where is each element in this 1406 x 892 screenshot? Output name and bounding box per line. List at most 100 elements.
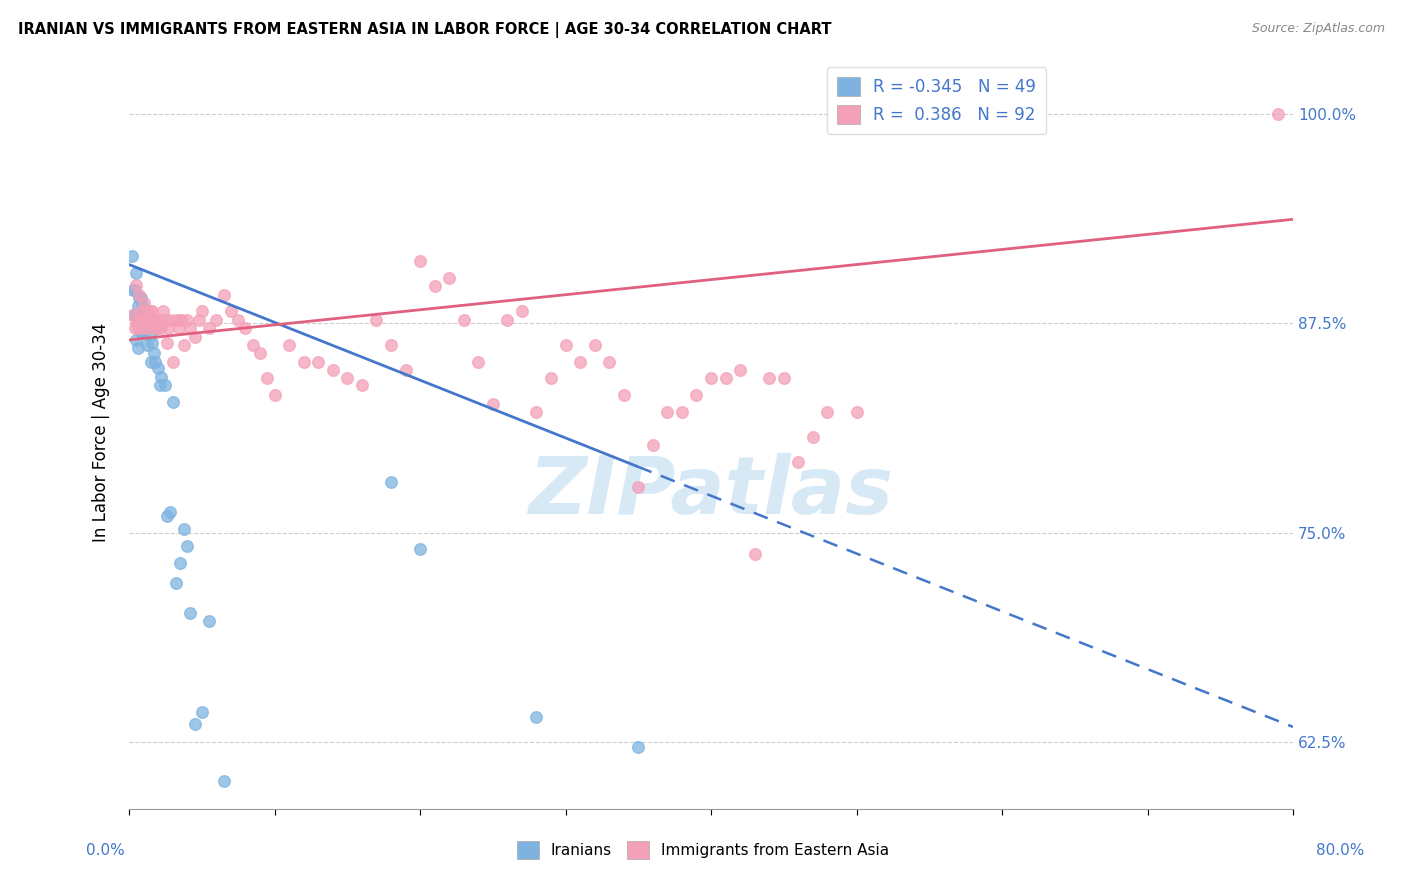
Point: [510, 304, 533, 318]
Point: [350, 378, 373, 392]
Point: [122, 283, 145, 297]
Text: IRANIAN VS IMMIGRANTS FROM EASTERN ASIA IN LABOR FORCE | AGE 30-34 CORRELATION C: IRANIAN VS IMMIGRANTS FROM EASTERN ASIA …: [18, 22, 832, 38]
Point: [125, 308, 148, 322]
Point: [125, 333, 148, 347]
Point: [307, 355, 329, 369]
Point: [141, 336, 163, 351]
Point: [128, 287, 150, 301]
Point: [139, 313, 162, 327]
Point: [121, 249, 143, 263]
Point: [136, 321, 159, 335]
Point: [170, 313, 193, 327]
Point: [671, 405, 693, 419]
Point: [437, 271, 460, 285]
Point: [173, 338, 195, 352]
Point: [155, 313, 177, 327]
Point: [136, 321, 159, 335]
Point: [226, 313, 249, 327]
Point: [165, 313, 187, 327]
Point: [143, 355, 166, 369]
Point: [159, 313, 181, 327]
Point: [728, 363, 751, 377]
Point: [278, 338, 301, 352]
Point: [145, 313, 167, 327]
Point: [141, 304, 163, 318]
Point: [127, 316, 149, 330]
Point: [152, 304, 174, 318]
Point: [134, 313, 156, 327]
Point: [758, 371, 780, 385]
Point: [263, 388, 285, 402]
Point: [191, 705, 214, 719]
Point: [127, 300, 149, 314]
Point: [409, 254, 432, 268]
Point: [173, 522, 195, 536]
Point: [129, 325, 152, 339]
Text: 0.0%: 0.0%: [86, 843, 125, 857]
Point: [138, 313, 160, 327]
Point: [139, 355, 162, 369]
Point: [155, 378, 177, 392]
Point: [423, 279, 446, 293]
Point: [598, 355, 620, 369]
Point: [380, 338, 402, 352]
Point: [156, 508, 179, 523]
Point: [496, 313, 519, 327]
Point: [249, 346, 271, 360]
Point: [132, 325, 155, 339]
Text: ZIPatlas: ZIPatlas: [529, 453, 894, 532]
Point: [242, 338, 264, 352]
Point: [131, 313, 153, 327]
Point: [179, 606, 201, 620]
Point: [132, 308, 155, 322]
Point: [845, 405, 868, 419]
Point: [148, 321, 170, 335]
Point: [135, 316, 157, 330]
Point: [292, 355, 315, 369]
Point: [128, 313, 150, 327]
Point: [124, 283, 146, 297]
Point: [787, 455, 810, 469]
Point: [801, 430, 824, 444]
Point: [322, 363, 344, 377]
Point: [198, 615, 221, 629]
Point: [162, 395, 184, 409]
Point: [453, 313, 475, 327]
Point: [125, 266, 148, 280]
Point: [183, 329, 205, 343]
Point: [169, 556, 191, 570]
Point: [198, 321, 221, 335]
Point: [583, 338, 606, 352]
Point: [394, 363, 416, 377]
Point: [772, 371, 794, 385]
Point: [132, 321, 155, 335]
Point: [627, 739, 650, 754]
Point: [135, 338, 157, 352]
Point: [212, 287, 235, 301]
Point: [467, 355, 489, 369]
Point: [128, 291, 150, 305]
Point: [179, 321, 201, 335]
Point: [165, 575, 187, 590]
Point: [256, 371, 278, 385]
Point: [162, 355, 184, 369]
Point: [143, 321, 166, 335]
Legend: Iranians, Immigrants from Eastern Asia: Iranians, Immigrants from Eastern Asia: [510, 835, 896, 864]
Point: [142, 313, 165, 327]
Point: [131, 325, 153, 339]
Point: [714, 371, 737, 385]
Point: [148, 361, 170, 376]
Point: [569, 355, 592, 369]
Point: [138, 311, 160, 326]
Point: [641, 438, 664, 452]
Point: [526, 710, 548, 724]
Text: Source: ZipAtlas.com: Source: ZipAtlas.com: [1251, 22, 1385, 36]
Point: [205, 847, 228, 862]
Point: [191, 304, 214, 318]
Legend: R = -0.345   N = 49, R =  0.386   N = 92: R = -0.345 N = 49, R = 0.386 N = 92: [827, 67, 1046, 134]
Point: [700, 371, 723, 385]
Point: [366, 313, 388, 327]
Point: [127, 321, 149, 335]
Point: [132, 296, 155, 310]
Point: [176, 539, 198, 553]
